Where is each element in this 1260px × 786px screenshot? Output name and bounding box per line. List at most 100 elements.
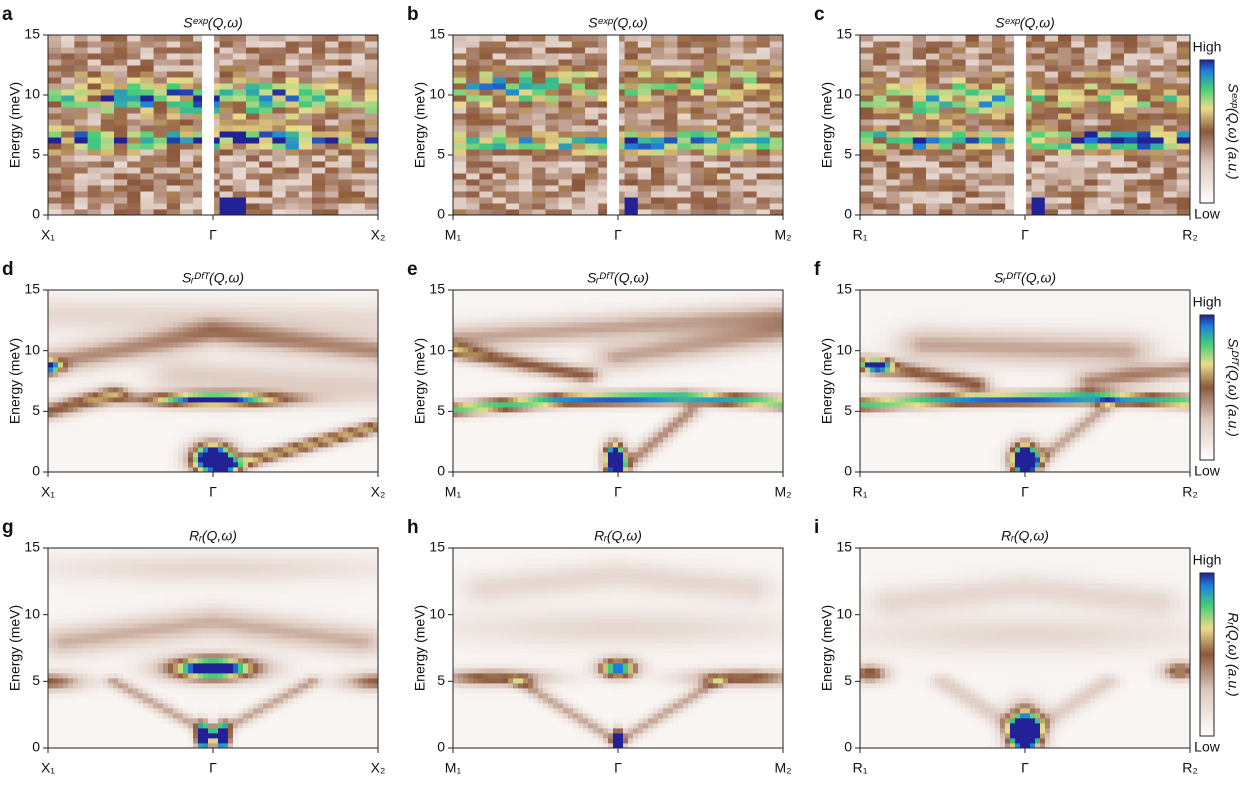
heatmap-cell: [193, 412, 198, 417]
heatmap-cell: [677, 149, 691, 156]
heatmap-cell: [167, 149, 181, 156]
heatmap-cell: [368, 407, 373, 412]
heatmap-cell: [283, 447, 288, 452]
heatmap-cell: [730, 173, 744, 180]
heatmap-cell: [473, 337, 478, 342]
heatmap-cell: [140, 173, 154, 180]
heatmap-cell: [458, 397, 463, 402]
heatmap-cell: [167, 137, 181, 144]
heatmap-cell: [966, 71, 980, 78]
heatmap-cell: [103, 307, 108, 312]
heatmap-cell: [992, 41, 1006, 48]
heatmap-cell: [473, 312, 478, 317]
heatmap-cell: [966, 113, 980, 120]
heatmap-cell: [545, 167, 559, 174]
heatmap-cell: [939, 35, 953, 42]
heatmap-cell: [338, 143, 352, 150]
heatmap-cell: [68, 382, 73, 387]
heatmap-cell: [545, 191, 559, 198]
heatmap-cell: [333, 337, 338, 342]
heatmap-cell: [148, 442, 153, 447]
heatmap-cell: [348, 427, 353, 432]
heatmap-cell: [303, 422, 308, 427]
heatmap-cell: [258, 317, 263, 322]
heatmap-cell: [1124, 149, 1138, 156]
heatmap-cell: [939, 179, 953, 186]
heatmap-cell: [757, 41, 771, 48]
heatmap-cell: [926, 41, 940, 48]
heatmap-cell: [463, 452, 468, 457]
heatmap-cell: [757, 77, 771, 84]
heatmap-cell: [519, 71, 533, 78]
heatmap-cell: [664, 35, 678, 42]
heatmap-cell: [343, 437, 348, 442]
heatmap-cell: [53, 362, 58, 367]
heatmap-cell: [939, 53, 953, 60]
heatmap-cell: [365, 89, 379, 96]
heatmap-cell: [532, 65, 546, 72]
heatmap-cell: [478, 392, 483, 397]
heatmap-cell: [348, 412, 353, 417]
heatmap-cell: [123, 442, 128, 447]
heatmap-cell: [368, 397, 373, 402]
heatmap-cell: [198, 297, 203, 302]
heatmap-cell: [78, 342, 83, 347]
heatmap-cell: [363, 367, 368, 372]
heatmap-cell: [730, 77, 744, 84]
heatmap-cell: [664, 107, 678, 114]
heatmap-cell: [163, 352, 168, 357]
heatmap-cell: [138, 432, 143, 437]
heatmap-cell: [730, 95, 744, 102]
heatmap-cell: [248, 347, 253, 352]
heatmap-cell: [127, 71, 141, 78]
heatmap-cell: [238, 422, 243, 427]
heatmap-cell: [173, 457, 178, 462]
heatmap-cell: [288, 337, 293, 342]
heatmap-cell: [572, 95, 586, 102]
heatmap-cell: [757, 53, 771, 60]
heatmap-cell: [1111, 143, 1125, 150]
heatmap-cell: [203, 317, 208, 322]
heatmap-cell: [63, 417, 68, 422]
heatmap-cell: [148, 437, 153, 442]
heatmap-cell: [466, 113, 480, 120]
heatmap-cell: [559, 113, 573, 120]
heatmap-cell: [532, 77, 546, 84]
heatmap-cell: [463, 322, 468, 327]
heatmap-cell: [625, 143, 639, 150]
heatmap-cell: [1032, 101, 1046, 108]
heatmap-cell: [88, 372, 93, 377]
heatmap-cell: [88, 407, 93, 412]
heatmap-cell: [88, 427, 93, 432]
heatmap-cell: [312, 179, 326, 186]
heatmap-cell: [664, 185, 678, 192]
heatmap-cell: [664, 41, 678, 48]
heatmap-cell: [88, 322, 93, 327]
heatmap-cell: [1058, 59, 1072, 66]
heatmap-cell: [158, 452, 163, 457]
heatmap-cell: [559, 89, 573, 96]
heatmap-cell: [458, 317, 463, 322]
heatmap-cell: [1111, 59, 1125, 66]
heatmap-cell: [328, 307, 333, 312]
heatmap-cell: [717, 125, 731, 132]
heatmap-cell: [303, 437, 308, 442]
heatmap-cell: [138, 382, 143, 387]
heatmap-cell: [178, 462, 183, 467]
heatmap-cell: [1164, 71, 1178, 78]
heatmap-cell: [167, 101, 181, 108]
heatmap-cell: [1084, 35, 1098, 42]
heatmap-cell: [68, 297, 73, 302]
heatmap-cell: [93, 292, 98, 297]
heatmap-cell: [138, 372, 143, 377]
heatmap-cell: [114, 125, 128, 132]
heatmap-cell: [545, 107, 559, 114]
heatmap-cell: [208, 337, 213, 342]
heatmap-cell: [61, 83, 75, 90]
heatmap-cell: [233, 347, 238, 352]
heatmap-cell: [704, 77, 718, 84]
heatmap-cell: [108, 302, 113, 307]
heatmap-cell: [248, 322, 253, 327]
heatmap-cell: [506, 53, 520, 60]
heatmap-cell: [203, 437, 208, 442]
